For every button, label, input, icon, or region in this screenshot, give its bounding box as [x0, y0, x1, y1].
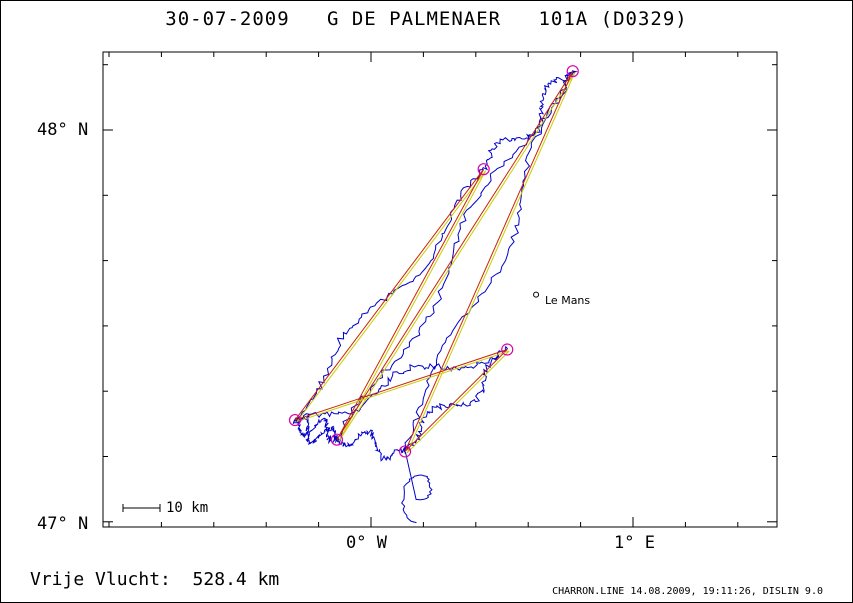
turnpoint-circle [288, 413, 302, 427]
lat-label-48: 48° N [37, 120, 89, 140]
task-leg-inner [296, 350, 510, 423]
place-label-le-mans: Le Mans [545, 294, 591, 307]
track-line [292, 70, 578, 524]
pilot-name: G DE PALMENAER [326, 8, 502, 30]
task-leg-outer [336, 70, 574, 440]
task-leg-inner [406, 72, 576, 454]
task-leg-outer [336, 168, 485, 440]
task-leg-inner [406, 350, 510, 454]
task-leg-outer [294, 168, 485, 421]
place-dot [533, 291, 540, 298]
scale-bar-label: 10 km [166, 500, 209, 516]
free-flight-distance: Vrije Vlucht: 528.4 km [30, 569, 280, 590]
task-leg-outer [404, 349, 508, 452]
turnpoint-circle [501, 343, 514, 356]
map-title: 30-07-2009 G DE PALMENAER 101A (D0329) [0, 8, 853, 30]
turnpoint-circle [477, 163, 490, 176]
flight-date: 30-07-2009 [165, 8, 290, 30]
task-legs [294, 70, 576, 454]
plot-border [102, 51, 778, 528]
lon-label-1: 1° E [614, 533, 655, 553]
lat-label-47: 47° N [37, 514, 89, 534]
scale-bar [122, 504, 161, 512]
flight-id: 101A (D0329) [538, 8, 688, 30]
turnpoint-circle [330, 433, 344, 446]
task-leg-inner [296, 170, 487, 422]
task-leg-inner [338, 170, 487, 442]
task-leg-outer [294, 349, 508, 421]
axis-ticks [103, 52, 777, 527]
turnpoint-circle [398, 445, 412, 458]
task-leg-inner [338, 72, 576, 442]
place-marker-le-mans [533, 291, 540, 298]
lon-label-0: 0° W [346, 533, 387, 553]
turnpoints [288, 65, 579, 458]
gps-track [292, 70, 578, 524]
software-credit: CHARRON.LINE 14.08.2009, 19:11:26, DISLI… [552, 586, 823, 597]
task-leg-outer [404, 70, 574, 452]
turnpoint-circle [566, 65, 579, 78]
